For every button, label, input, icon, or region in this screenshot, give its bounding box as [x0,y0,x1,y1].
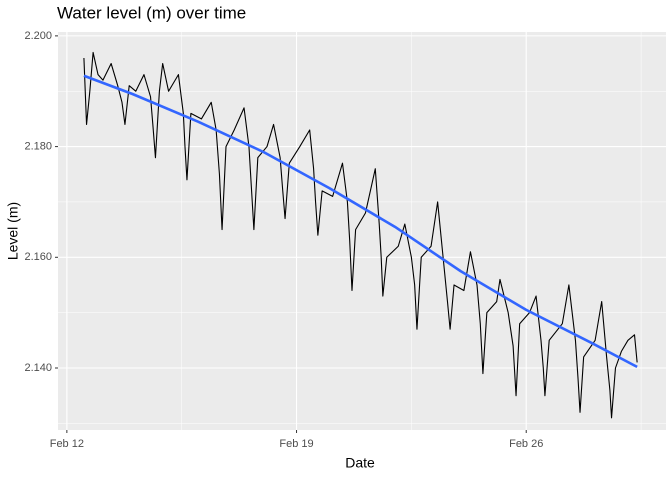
y-tick-label: 2.160 [24,251,52,263]
y-tick-label: 2.140 [24,362,52,374]
y-tick-label: 2.180 [24,140,52,152]
x-tick-label: Feb 19 [279,438,313,450]
series-line [83,74,638,369]
x-axis-title: Date [345,455,375,471]
series-line [83,51,638,419]
y-tick-label: 2.200 [24,30,52,42]
chart-title: Water level (m) over time [57,3,246,22]
x-tick-label: Feb 12 [50,438,84,450]
y-axis-title: Level (m) [5,202,21,260]
x-tick-label: Feb 26 [509,438,543,450]
